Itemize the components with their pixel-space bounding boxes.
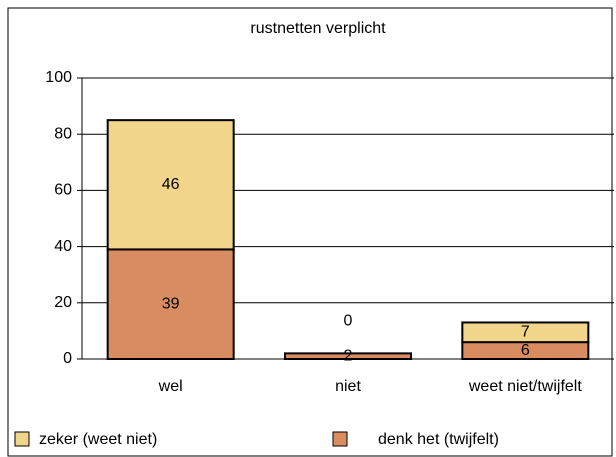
y-tick-label: 60 bbox=[54, 182, 72, 199]
data-label: 6 bbox=[521, 342, 530, 359]
y-tick-label: 40 bbox=[54, 238, 72, 255]
y-tick-label: 100 bbox=[45, 69, 72, 86]
data-label: 0 bbox=[344, 313, 353, 330]
bar-segment bbox=[106, 119, 235, 251]
legend-swatch bbox=[332, 431, 348, 447]
x-tick-label: weet niet/twijfelt bbox=[468, 378, 582, 395]
legend-swatch bbox=[14, 431, 30, 447]
data-label: 39 bbox=[162, 295, 180, 312]
legend-label: denk het (twijfelt) bbox=[378, 431, 499, 448]
data-label: 2 bbox=[344, 347, 353, 364]
data-label: 7 bbox=[521, 324, 530, 341]
y-tick-label: 0 bbox=[63, 350, 72, 367]
x-tick-label: wel bbox=[158, 378, 183, 395]
bar-segment bbox=[461, 321, 590, 344]
chart-title: rustnetten verplicht bbox=[250, 20, 386, 37]
legend-label: zeker (weet niet) bbox=[39, 431, 157, 448]
y-tick-label: 20 bbox=[54, 294, 72, 311]
data-label: 46 bbox=[162, 176, 180, 193]
x-tick-label: niet bbox=[335, 378, 361, 395]
y-tick-label: 80 bbox=[54, 125, 72, 142]
